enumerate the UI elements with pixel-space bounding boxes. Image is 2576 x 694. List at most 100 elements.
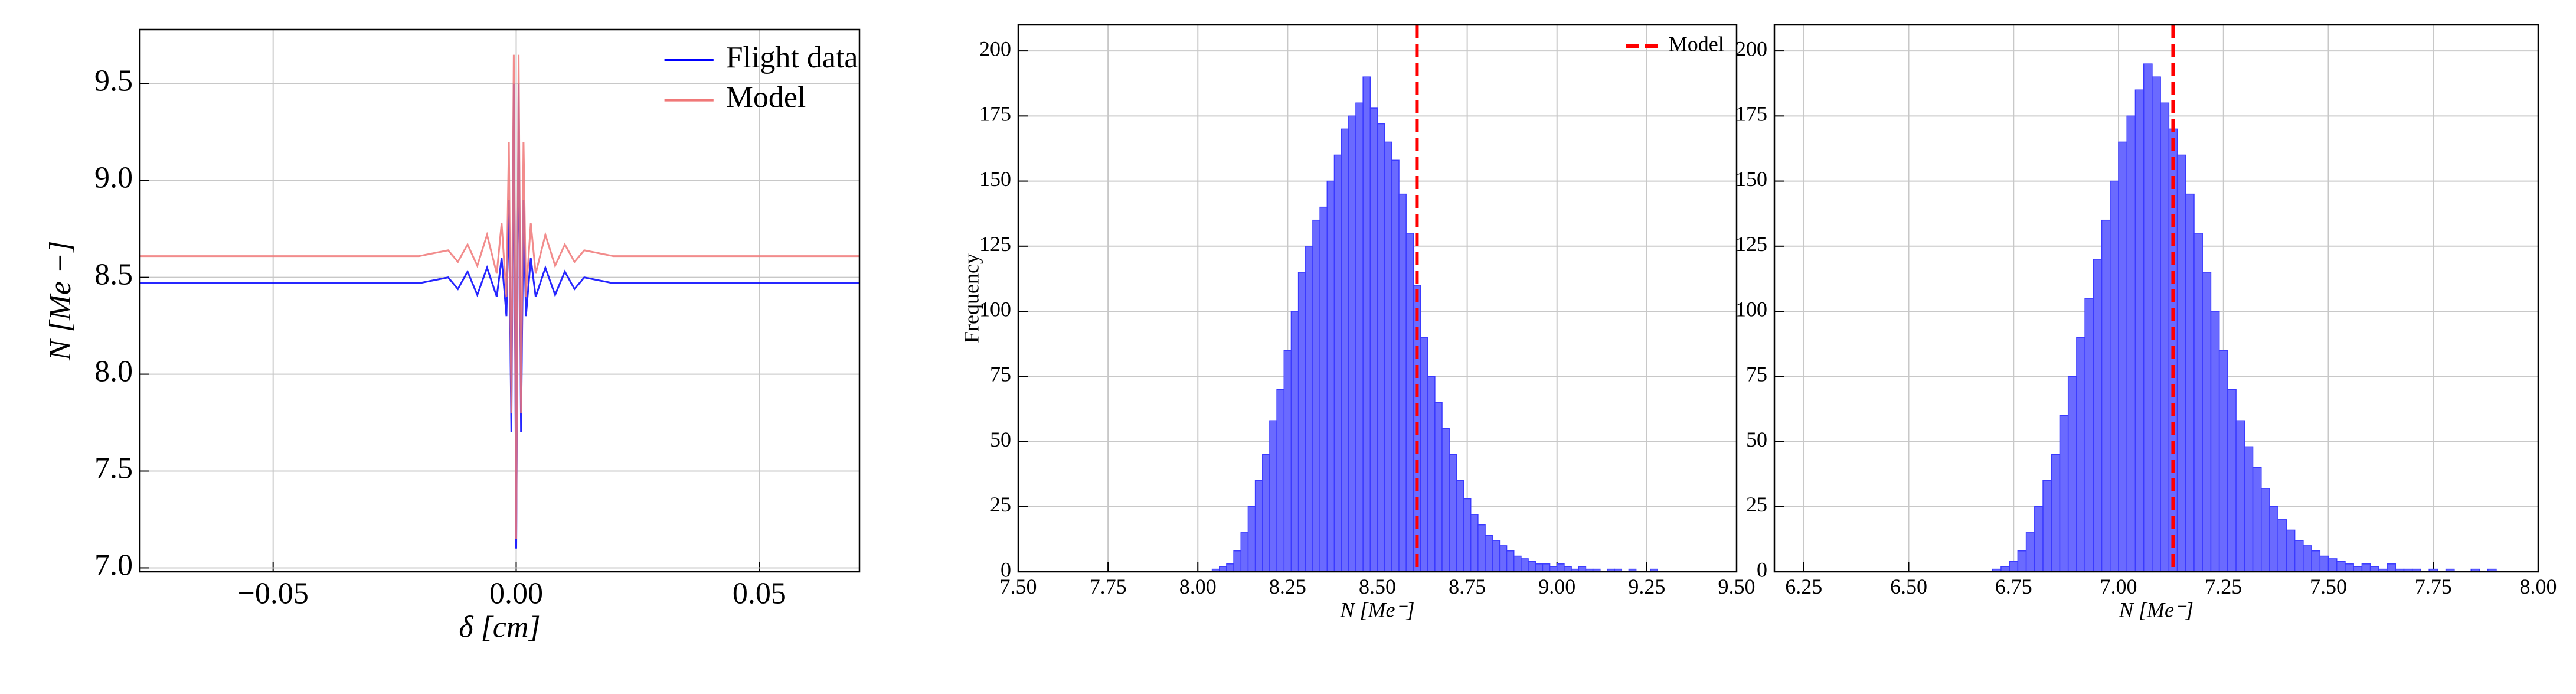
bar xyxy=(1542,563,1551,572)
bar xyxy=(2034,506,2044,572)
x-tick-label: 7.75 xyxy=(2415,575,2452,598)
bar xyxy=(2134,89,2145,572)
y-tick-label: 150 xyxy=(979,167,1011,191)
y-tick-label: 7.5 xyxy=(94,451,133,485)
bar xyxy=(1319,206,1328,572)
y-tick-label: 0 xyxy=(1757,558,1767,581)
bar xyxy=(1276,389,1285,572)
bar xyxy=(2227,389,2237,572)
bar xyxy=(1233,550,1242,572)
bar xyxy=(2361,563,2371,572)
bar xyxy=(1355,102,1364,572)
bar xyxy=(2336,561,2346,572)
x-axis-label: N [Me⁻] xyxy=(1340,598,1415,622)
axes-frame xyxy=(1017,24,1738,573)
bar xyxy=(1420,337,1428,572)
bar xyxy=(1254,480,1263,572)
bar xyxy=(1441,428,1450,572)
x-tick-label: 6.25 xyxy=(1785,575,1822,598)
bar xyxy=(2160,102,2170,572)
bar xyxy=(1333,154,1342,572)
bar xyxy=(2294,540,2304,572)
bar xyxy=(2084,298,2094,572)
bar xyxy=(1348,115,1356,572)
y-tick-label: 50 xyxy=(1746,428,1767,451)
bar xyxy=(2118,141,2127,572)
x-tick-label: 0.00 xyxy=(489,577,543,611)
bar xyxy=(1463,498,1472,572)
x-tick-label: 7.25 xyxy=(2205,575,2242,598)
y-tick-label: 8.5 xyxy=(94,258,133,292)
x-tick-label: 9.25 xyxy=(1628,575,1665,598)
legend-label: Model xyxy=(1669,32,1724,56)
bar xyxy=(2101,219,2111,572)
y-axis-label: Frequency xyxy=(960,253,983,343)
plot-area xyxy=(140,54,859,549)
bar xyxy=(2185,193,2195,572)
bar xyxy=(2387,563,2397,572)
x-tick-label: 8.50 xyxy=(1359,575,1396,598)
bar xyxy=(1513,555,1522,572)
bar xyxy=(1578,566,1587,572)
y-tick-label: 75 xyxy=(990,363,1011,386)
bar xyxy=(2093,259,2103,572)
bar xyxy=(1391,159,1400,572)
x-tick-label: 9.50 xyxy=(1718,575,1756,598)
bar xyxy=(1506,550,1515,572)
bar xyxy=(1528,561,1536,572)
bar xyxy=(1362,76,1371,572)
bar xyxy=(1290,311,1299,572)
y-tick-label: 9.0 xyxy=(94,161,133,195)
bar xyxy=(1377,123,1385,572)
bar xyxy=(2327,558,2338,572)
bar xyxy=(2286,529,2296,572)
bar xyxy=(1226,563,1234,572)
bar xyxy=(2152,76,2161,572)
y-tick-label: 100 xyxy=(979,297,1011,321)
bar xyxy=(2353,566,2363,572)
bar xyxy=(2076,337,2085,572)
line-series xyxy=(140,54,859,539)
bar xyxy=(2244,446,2254,572)
x-tick-label: 8.25 xyxy=(1269,575,1306,598)
x-tick-label: 7.50 xyxy=(1000,575,1037,598)
bar xyxy=(1297,272,1306,572)
y-tick-label: 8.0 xyxy=(94,355,133,389)
bar xyxy=(1492,540,1501,572)
x-tick-label: 7.75 xyxy=(1090,575,1127,598)
x-tick-label: −0.05 xyxy=(238,577,309,611)
bar xyxy=(2303,545,2312,572)
bar xyxy=(1449,454,1457,572)
bar xyxy=(1219,566,1227,572)
bar xyxy=(1564,566,1572,572)
bar xyxy=(2202,272,2212,572)
bar xyxy=(2269,506,2278,572)
bar xyxy=(1535,563,1544,572)
bar xyxy=(2252,467,2262,572)
bar xyxy=(2311,550,2321,572)
x-tick-label: 9.00 xyxy=(1538,575,1575,598)
bar xyxy=(2193,233,2203,572)
y-tick-label: 200 xyxy=(979,37,1011,60)
bar xyxy=(1521,558,1529,572)
chart: 6.25 6.50 6.75 7.00 7.25 7.50 7.75 8.00 0 25 50 75 1… xyxy=(1735,24,2557,622)
plot-area xyxy=(1211,25,1658,572)
x-tick-label: 8.00 xyxy=(1179,575,1217,598)
bar xyxy=(2176,154,2186,572)
bar xyxy=(2051,454,2061,572)
bar xyxy=(2126,115,2136,572)
bar xyxy=(2017,550,2027,572)
legend-label: Model xyxy=(726,81,806,115)
y-tick-label: 125 xyxy=(979,232,1011,256)
bar xyxy=(1549,566,1558,572)
bar xyxy=(2235,420,2245,572)
bar xyxy=(2260,488,2270,572)
y-tick-label: 0 xyxy=(1001,558,1011,581)
x-tick-label: 8.00 xyxy=(2520,575,2557,598)
bar xyxy=(2009,561,2019,572)
bar xyxy=(1262,454,1270,572)
y-tick-label: 100 xyxy=(1735,297,1767,321)
bar xyxy=(2143,63,2153,572)
bar xyxy=(2345,563,2354,572)
